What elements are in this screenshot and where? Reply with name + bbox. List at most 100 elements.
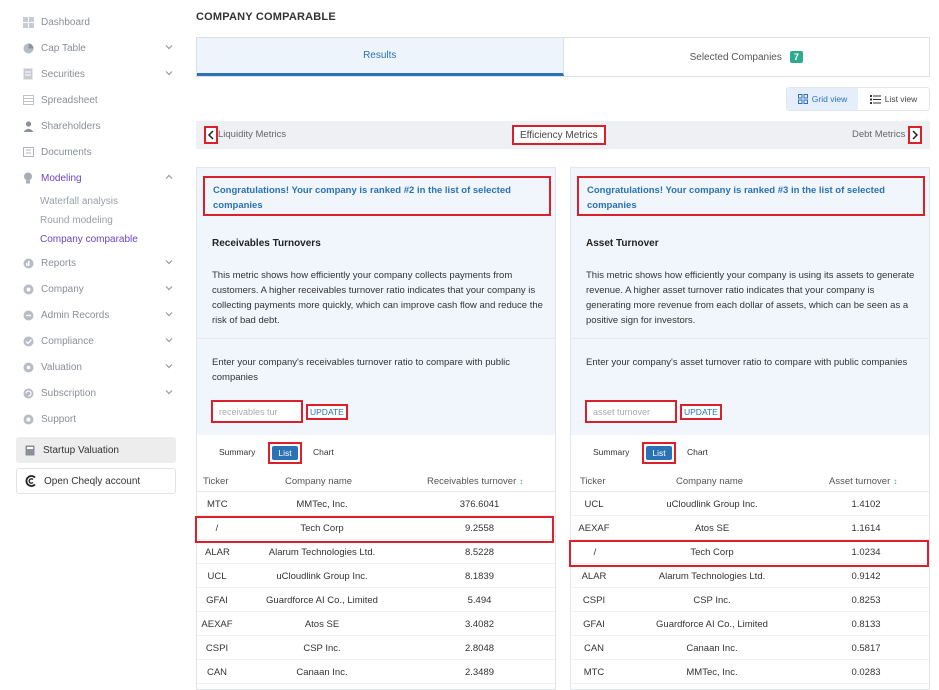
- metric-description: This metric shows how efficiently your c…: [212, 270, 543, 326]
- prev-metric-button[interactable]: [204, 126, 218, 144]
- chevron-up-icon[interactable]: [164, 172, 174, 182]
- chevron-down-icon[interactable]: [164, 68, 174, 78]
- update-button[interactable]: UPDATE: [680, 404, 722, 420]
- chevron-right-icon: [912, 130, 919, 140]
- startup-valuation-button[interactable]: Startup Valuation: [16, 437, 176, 463]
- cell-ticker: /: [215, 523, 219, 534]
- divider: [571, 338, 929, 339]
- open-account-button[interactable]: Open Cheqly account: [16, 468, 176, 494]
- tab-results-label: Results: [363, 50, 397, 61]
- cell-value: 0.8133: [851, 619, 881, 630]
- sidebar-item-reports[interactable]: Reports: [22, 253, 178, 273]
- input-instruction: Enter your company's asset turnover rati…: [586, 357, 908, 368]
- column-header-value-label: Receivables turnover: [427, 476, 517, 487]
- cell-ticker: ALAR: [581, 571, 607, 582]
- cell-ticker: GFAI: [206, 595, 228, 606]
- list-view-button[interactable]: List view: [858, 88, 929, 110]
- sidebar-item-label: Spreadsheet: [41, 94, 98, 106]
- sidebar-item-securities[interactable]: Securities: [22, 64, 178, 84]
- subtab-summary[interactable]: Summary: [593, 447, 630, 457]
- sidebar-item-compliance[interactable]: Compliance: [22, 331, 178, 351]
- comparison-table: Ticker Company name Asset turnover ↕ UCL u…: [571, 470, 929, 684]
- next-metric-button[interactable]: [908, 126, 922, 144]
- cell-value: 3.4082: [464, 619, 495, 630]
- divider: [197, 338, 555, 339]
- building-icon: [22, 283, 34, 295]
- list-view-icon: [869, 94, 881, 104]
- subtab-list[interactable]: List: [268, 442, 302, 464]
- cell-company: uCloudlink Group Inc.: [276, 571, 368, 582]
- cell-company: Guardforce AI Co., Limited: [266, 595, 378, 606]
- chevron-down-icon[interactable]: [164, 335, 174, 345]
- cell-value: 0.8253: [851, 595, 881, 606]
- sidebar-item-subscription[interactable]: Subscription: [22, 383, 178, 403]
- sidebar-item-label: Reports: [41, 257, 77, 269]
- chevron-down-icon[interactable]: [164, 309, 174, 319]
- asset-turnover-input[interactable]: asset turnover: [585, 400, 677, 423]
- subtab-list-label: List: [646, 446, 672, 460]
- cell-value: 376.6041: [459, 499, 500, 510]
- table-row-highlighted: / Tech Corp 1.0234: [571, 540, 929, 564]
- cell-company: Atos SE: [694, 523, 730, 534]
- table-row: AEXAF Atos SE 1.1614: [571, 516, 929, 540]
- sidebar-item-shareholders[interactable]: Shareholders: [22, 116, 178, 136]
- cell-ticker: GFAI: [583, 619, 605, 630]
- sidebar-subitem-round-modeling[interactable]: Round modeling: [40, 215, 113, 226]
- sidebar-item-support[interactable]: Support: [22, 409, 178, 429]
- sidebar-item-label: Support: [41, 413, 77, 425]
- chevron-down-icon[interactable]: [164, 361, 174, 371]
- sidebar-item-spreadsheet[interactable]: Spreadsheet: [22, 90, 178, 110]
- tab-results[interactable]: Results: [197, 38, 564, 76]
- sidebar-item-label: Company: [41, 283, 84, 295]
- update-button[interactable]: UPDATE: [306, 404, 348, 420]
- table-row: CAN Canaan Inc. 2.3489: [197, 660, 555, 684]
- tab-selected-companies[interactable]: Selected Companies 7: [564, 38, 930, 76]
- grid-view-button[interactable]: Grid view: [787, 88, 858, 110]
- sidebar-item-documents[interactable]: Documents: [22, 142, 178, 162]
- cell-company: Tech Corp: [690, 547, 734, 558]
- sidebar-item-modeling[interactable]: Modeling: [22, 168, 178, 188]
- chevron-down-icon[interactable]: [164, 387, 174, 397]
- chevron-down-icon[interactable]: [164, 42, 174, 52]
- table-row: UCL uCloudlink Group Inc. 8.1839: [197, 564, 555, 588]
- sidebar-subitem-waterfall[interactable]: Waterfall analysis: [40, 196, 118, 207]
- prev-metric-link[interactable]: Liquidity Metrics: [218, 129, 287, 140]
- tab-bar: Results Selected Companies 7: [196, 37, 930, 77]
- cheqly-logo-icon: [25, 475, 37, 487]
- subtab-list[interactable]: List: [642, 442, 676, 464]
- selected-count-badge: 7: [789, 51, 803, 63]
- cell-value: 2.8048: [464, 643, 495, 654]
- column-header-value[interactable]: Receivables turnover ↕: [427, 476, 523, 487]
- sidebar-item-dashboard[interactable]: Dashboard: [22, 12, 178, 32]
- cell-value: 8.5228: [464, 547, 495, 558]
- open-account-label: Open Cheqly account: [44, 475, 141, 487]
- calculator-icon: [24, 444, 36, 456]
- receivables-turnover-input[interactable]: receivables tur: [211, 400, 303, 423]
- grid-view-label: Grid view: [811, 94, 848, 104]
- next-metric-link[interactable]: Debt Metrics: [852, 129, 906, 140]
- cell-value: 8.1839: [464, 571, 495, 582]
- sidebar-item-admin-records[interactable]: Admin Records: [22, 305, 178, 325]
- sidebar-item-company[interactable]: Company: [22, 279, 178, 299]
- cell-ticker: AEXAF: [201, 619, 233, 630]
- folder-icon: [22, 146, 34, 158]
- subtab-summary[interactable]: Summary: [219, 447, 256, 457]
- cell-ticker: UCL: [207, 571, 227, 582]
- cell-value: 0.5817: [851, 643, 881, 654]
- sidebar-item-label: Modeling: [41, 172, 82, 184]
- metric-navigator: Liquidity Metrics Efficiency Metrics Deb…: [196, 121, 930, 149]
- sidebar: Dashboard Cap Table Securities Spreadshe…: [0, 0, 185, 690]
- column-header-value[interactable]: Asset turnover ↕: [829, 476, 897, 487]
- sort-icon: ↕: [519, 477, 524, 486]
- subtab-chart[interactable]: Chart: [687, 447, 708, 457]
- cell-value: 1.1614: [851, 523, 881, 534]
- chevron-down-icon[interactable]: [164, 283, 174, 293]
- cell-company: MMTec, Inc.: [686, 667, 738, 678]
- sidebar-subitem-company-comparable[interactable]: Company comparable: [40, 234, 138, 245]
- subtab-chart[interactable]: Chart: [313, 447, 334, 457]
- sidebar-item-cap-table[interactable]: Cap Table: [22, 38, 178, 58]
- table-row: ALAR Alarum Technologies Ltd. 0.9142: [571, 564, 929, 588]
- sidebar-item-valuation[interactable]: Valuation: [22, 357, 178, 377]
- chevron-down-icon[interactable]: [164, 257, 174, 267]
- bulb-icon: [22, 172, 34, 184]
